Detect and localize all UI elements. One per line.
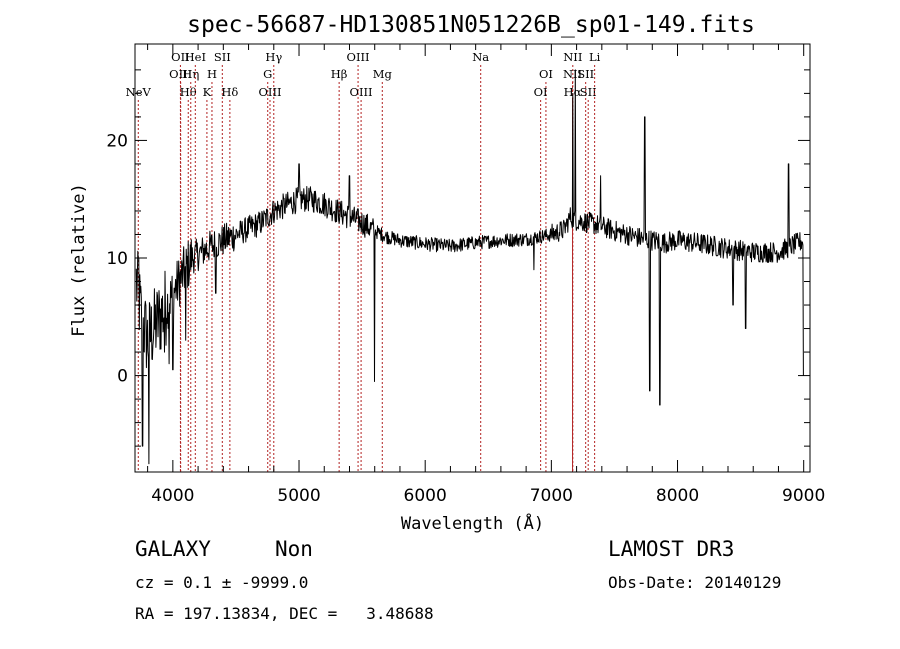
line-label-6: K [203, 85, 212, 99]
y-tick-label-2: 20 [106, 131, 128, 151]
plot-frame [134, 43, 811, 473]
obs-date: Obs-Date: 20140129 [608, 573, 782, 592]
line-label-2: OIII [169, 67, 192, 81]
line-label-5: HeI [185, 50, 206, 64]
line-label-21: NII [563, 67, 582, 81]
object-class: GALAXY [135, 537, 211, 561]
line-label-23: SII [577, 67, 594, 81]
line-label-7: H [207, 67, 217, 81]
chart-title: spec-56687-HD130851N051226B_sp01-149.fit… [187, 12, 755, 38]
line-label-9: Hδ [221, 85, 238, 99]
x-tick-label-0: 4000 [151, 486, 194, 506]
line-label-16: Mg [373, 67, 393, 81]
line-label-12: OIII [258, 85, 281, 99]
x-tick-label-3: 7000 [530, 486, 573, 506]
line-label-19: OI [534, 85, 548, 99]
line-label-11: G [263, 67, 272, 81]
line-label-0: NeV [126, 85, 152, 99]
x-tick-label-2: 6000 [404, 486, 447, 506]
line-label-25: Li [589, 50, 601, 64]
line-label-1: OII [171, 50, 190, 64]
line-label-4: Hη [182, 67, 199, 81]
y-axis-label: Flux (relative) [69, 183, 89, 337]
survey-name: LAMOST DR3 [608, 537, 735, 561]
line-label-17: Na [472, 50, 489, 64]
y-tick-label-0: 0 [117, 367, 128, 387]
line-label-14: OIII [347, 50, 370, 64]
line-label-13: Hβ [331, 67, 348, 81]
x-tick-label-5: 9000 [782, 486, 825, 506]
spectrum-line [135, 69, 804, 465]
line-label-20: NII [563, 50, 582, 64]
x-tick-label-4: 8000 [656, 486, 699, 506]
x-tick-label-1: 5000 [277, 486, 320, 506]
x-axis-label: Wavelength (Å) [401, 512, 544, 534]
line-label-15: OIII [350, 85, 373, 99]
object-subclass: Non [275, 537, 313, 561]
y-tick-label-1: 10 [106, 249, 128, 269]
ra-dec: RA = 197.13834, DEC = 3.48688 [135, 604, 434, 623]
line-label-3: Hθ [180, 85, 197, 99]
line-label-8: SII [214, 50, 231, 64]
redshift-cz: cz = 0.1 ± -9999.0 [135, 573, 309, 592]
line-label-18: OI [539, 67, 553, 81]
line-label-24: SII [580, 85, 597, 99]
line-label-10: Hγ [265, 50, 282, 64]
line-label-22: Hα [564, 85, 582, 99]
plot-area: NeVOIIOIIIHθHηHeIKHSIIHδHγGOIIIHβOIIIOII… [106, 43, 825, 506]
